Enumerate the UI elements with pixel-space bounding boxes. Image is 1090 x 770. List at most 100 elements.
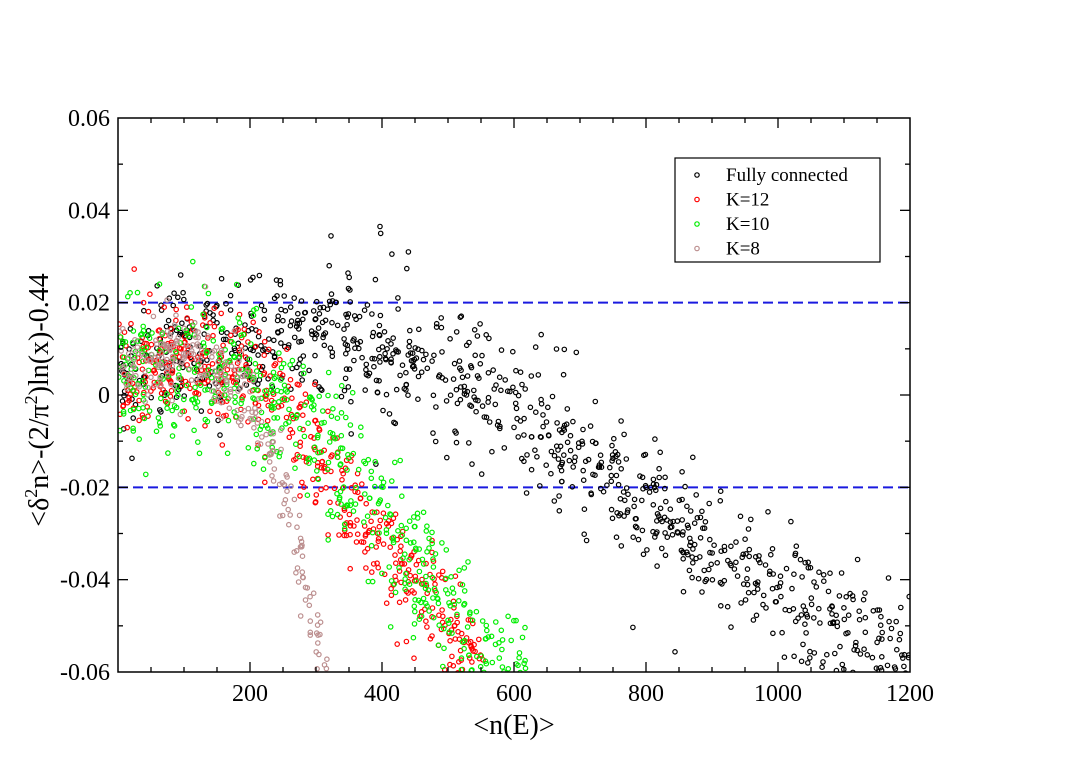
data-point — [543, 462, 550, 469]
data-point — [277, 356, 283, 363]
data-point — [308, 433, 314, 440]
data-point — [624, 509, 631, 516]
data-point — [316, 384, 322, 390]
data-point — [239, 347, 245, 353]
data-point — [709, 576, 716, 583]
data-point — [869, 654, 876, 661]
data-point — [483, 627, 490, 634]
data-point — [391, 419, 397, 426]
data-point — [239, 413, 245, 420]
data-point — [580, 477, 587, 484]
data-point — [490, 367, 497, 373]
data-point — [902, 670, 909, 672]
data-point — [157, 423, 164, 429]
data-point — [374, 509, 380, 516]
data-point — [324, 466, 331, 473]
data-point — [446, 629, 453, 635]
data-point — [805, 559, 812, 566]
data-point — [548, 448, 555, 455]
data-point — [383, 527, 390, 533]
data-point — [560, 425, 567, 431]
data-point — [362, 549, 368, 555]
y-axis-title-part: n>-(2/π — [24, 404, 55, 488]
data-point — [689, 554, 696, 560]
data-point — [783, 565, 790, 572]
data-point — [418, 599, 424, 606]
data-point — [464, 724, 468, 728]
data-point — [186, 334, 193, 341]
data-point — [310, 406, 317, 413]
data-point — [173, 306, 180, 313]
data-point — [521, 432, 527, 438]
data-point — [791, 653, 797, 660]
data-point — [215, 358, 222, 365]
data-point — [424, 548, 430, 555]
data-point — [418, 369, 425, 376]
data-point — [347, 522, 354, 529]
data-point — [307, 629, 314, 636]
data-point — [879, 629, 886, 636]
data-point — [398, 522, 405, 529]
data-point — [205, 335, 211, 341]
data-point — [357, 424, 364, 431]
data-point — [281, 500, 287, 507]
data-point — [679, 517, 686, 523]
data-point — [171, 321, 178, 328]
data-point — [879, 636, 885, 642]
data-point — [510, 617, 517, 624]
data-point — [254, 440, 261, 446]
data-point — [532, 447, 538, 454]
data-point — [348, 498, 354, 504]
data-point — [239, 373, 246, 380]
data-point — [333, 393, 339, 400]
data-point — [573, 349, 580, 356]
data-point — [164, 399, 170, 406]
data-point — [621, 431, 627, 438]
data-point — [466, 611, 473, 617]
data-point — [820, 571, 827, 578]
data-point — [443, 398, 450, 404]
data-point — [166, 331, 173, 338]
data-point — [521, 458, 527, 465]
data-point — [517, 418, 524, 424]
data-point — [553, 346, 560, 352]
data-point — [458, 313, 465, 320]
data-point — [123, 385, 130, 392]
data-point — [326, 262, 333, 269]
data-point — [376, 322, 383, 329]
data-point — [664, 534, 671, 541]
data-point — [321, 342, 328, 349]
data-point — [135, 350, 142, 357]
data-point — [762, 562, 769, 568]
data-point — [216, 392, 223, 398]
data-point — [291, 334, 298, 341]
data-point — [245, 405, 252, 412]
data-point — [707, 549, 713, 556]
data-point — [384, 345, 390, 352]
data-point — [439, 663, 446, 670]
data-point — [203, 349, 210, 355]
data-point — [277, 513, 283, 519]
data-point — [348, 398, 354, 405]
data-point — [169, 363, 176, 370]
data-point — [311, 444, 318, 451]
data-point — [453, 439, 460, 446]
data-point — [120, 408, 127, 415]
data-point — [247, 277, 254, 283]
data-point — [512, 400, 519, 407]
data-point — [877, 680, 881, 684]
data-point — [362, 387, 369, 393]
data-point — [312, 352, 318, 359]
data-point — [746, 553, 753, 560]
data-point — [142, 384, 149, 390]
data-point — [156, 419, 163, 426]
data-point — [287, 376, 294, 383]
y-axis-title-sup: 2 — [21, 489, 41, 498]
data-point — [299, 553, 306, 560]
data-point — [338, 382, 345, 389]
data-point — [604, 482, 610, 489]
data-point — [388, 359, 394, 366]
data-point — [148, 341, 155, 348]
data-point — [270, 369, 277, 376]
data-point — [125, 293, 131, 300]
